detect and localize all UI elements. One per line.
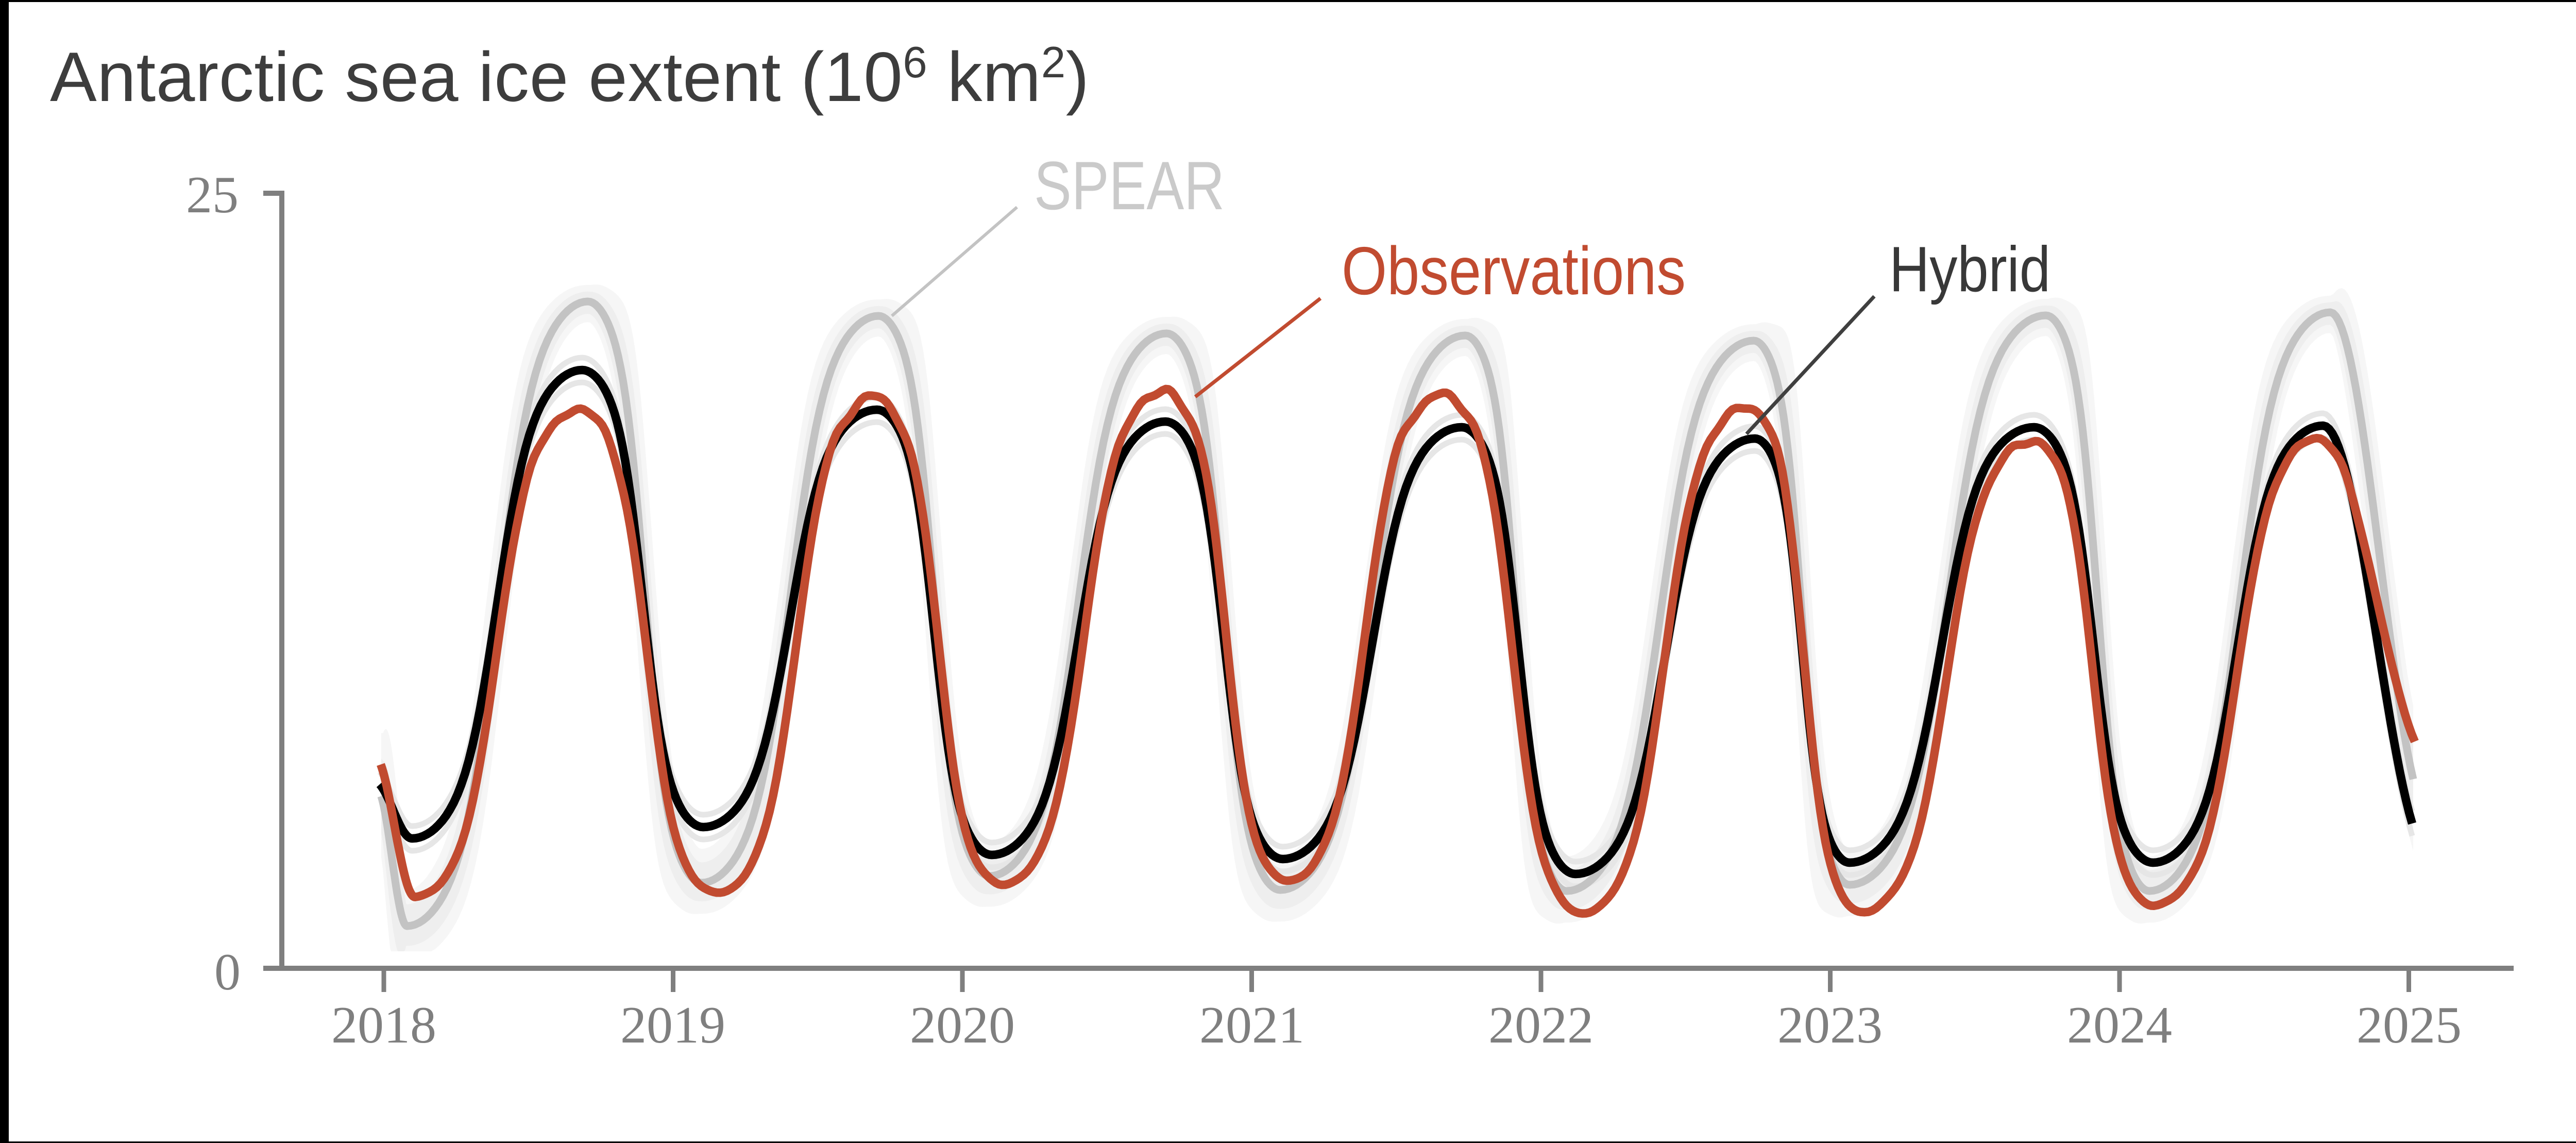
svg-text:2019: 2019 (620, 996, 725, 1054)
svg-text:Observations: Observations (1342, 233, 1686, 309)
svg-text:25: 25 (186, 166, 239, 224)
svg-text:2023: 2023 (1777, 996, 1883, 1054)
svg-text:2020: 2020 (910, 996, 1015, 1054)
svg-text:Hybrid: Hybrid (1889, 234, 2050, 305)
svg-text:SPEAR: SPEAR (1034, 148, 1225, 224)
svg-text:0: 0 (214, 943, 241, 1001)
svg-text:2022: 2022 (1488, 996, 1594, 1054)
svg-text:2025: 2025 (2357, 996, 2462, 1054)
svg-text:Antarctic sea ice extent (106: Antarctic sea ice extent (106 km2) (50, 38, 1089, 116)
svg-text:2024: 2024 (2067, 996, 2172, 1054)
svg-text:2018: 2018 (331, 996, 436, 1054)
svg-text:2021: 2021 (1199, 996, 1304, 1054)
